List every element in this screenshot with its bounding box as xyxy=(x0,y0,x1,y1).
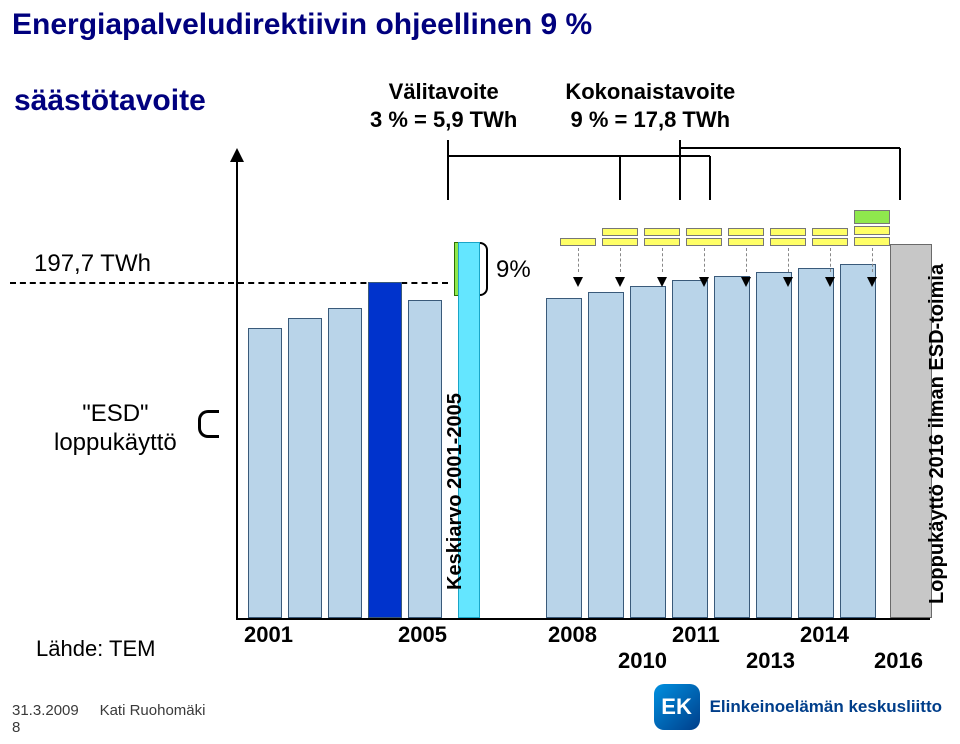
projection-bar xyxy=(798,268,834,618)
footer: 31.3.2009 Kati Ruohomäki 8 xyxy=(12,702,205,736)
savings-yellow-box xyxy=(812,228,848,236)
savings-stack-col xyxy=(602,228,638,287)
savings-stack-col xyxy=(644,228,680,287)
arrow-down-icon xyxy=(699,277,709,287)
savings-stack-col xyxy=(812,228,848,287)
history-bar xyxy=(408,300,442,618)
savings-yellow-box xyxy=(686,238,722,246)
goal1-line1: Välitavoite xyxy=(370,78,517,106)
xlabel-2001: 2001 xyxy=(244,622,293,648)
savings-yellow-box xyxy=(602,238,638,246)
savings-stack-col xyxy=(854,210,890,287)
goal-intermediate: Välitavoite 3 % = 5,9 TWh xyxy=(370,78,517,133)
history-bar xyxy=(328,308,362,618)
xlabel-2010: 2010 xyxy=(618,648,667,674)
reference-value-label: 197,7 TWh xyxy=(32,250,153,278)
savings-dashline xyxy=(620,248,621,272)
projection-bar xyxy=(840,264,876,618)
logo: EK Elinkeinoelämän keskusliitto xyxy=(654,684,942,730)
projection-bar xyxy=(672,280,708,618)
projection-bar xyxy=(714,276,750,618)
savings-yellow-box xyxy=(770,238,806,246)
history-bar xyxy=(288,318,322,618)
projection-bar xyxy=(588,292,624,618)
savings-yellow-box xyxy=(770,228,806,236)
savings-dashline xyxy=(746,248,747,272)
savings-yellow-box xyxy=(854,237,890,246)
arrow-down-icon xyxy=(825,277,835,287)
savings-dashline xyxy=(662,248,663,272)
savings-yellow-box xyxy=(728,238,764,246)
projection-bar xyxy=(756,272,792,618)
savings-yellow-box xyxy=(728,228,764,236)
logo-text: Elinkeinoelämän keskusliitto xyxy=(710,697,942,717)
logo-mark-icon: EK xyxy=(654,684,700,730)
chart-area: 197,7 TWh "ESD" loppukäyttö 9% Keskiarvo… xyxy=(0,150,960,620)
xlabel-2008: 2008 xyxy=(548,622,597,648)
projection-bar xyxy=(630,286,666,618)
xlabel-2011: 2011 xyxy=(672,622,720,648)
x-axis xyxy=(236,618,930,620)
goal2-line1: Kokonaistavoite xyxy=(565,78,735,106)
savings-green-box xyxy=(854,210,890,224)
esd-label-line1: "ESD" xyxy=(54,400,177,429)
savings-yellow-box xyxy=(686,228,722,236)
footer-date: 31.3.2009 xyxy=(12,702,79,719)
arrow-down-icon xyxy=(867,277,877,287)
xlabel-2005: 2005 xyxy=(398,622,447,648)
goal1-line2: 3 % = 5,9 TWh xyxy=(370,106,517,134)
footer-page: 8 xyxy=(12,719,20,736)
savings-dashline xyxy=(704,248,705,272)
goal2-line2: 9 % = 17,8 TWh xyxy=(565,106,735,134)
savings-stack-col xyxy=(770,228,806,287)
savings-yellow-box xyxy=(602,228,638,236)
savings-yellow-box xyxy=(854,226,890,235)
esd-brace-icon xyxy=(198,410,234,438)
arrow-down-icon xyxy=(783,277,793,287)
savings-stack-row xyxy=(560,210,890,287)
esd-label: "ESD" loppukäyttö xyxy=(54,400,177,458)
final-bar-vertical-label: Loppukäyttö 2016 ilman ESD-toimia xyxy=(926,264,949,604)
history-bar xyxy=(248,328,282,618)
savings-stack-col xyxy=(728,228,764,287)
page-title: Energiapalveludirektiivin ohjeellinen 9 … xyxy=(12,8,592,43)
goal-labels: Välitavoite 3 % = 5,9 TWh Kokonaistavoit… xyxy=(370,78,735,133)
savings-dashline xyxy=(578,248,579,272)
savings-yellow-box xyxy=(560,238,596,246)
page-subtitle: säästötavoite xyxy=(14,84,206,118)
history-bar xyxy=(368,282,402,618)
arrow-down-icon xyxy=(573,277,583,287)
xlabel-2016: 2016 xyxy=(874,648,923,674)
y-axis xyxy=(236,150,238,620)
savings-dashline xyxy=(788,248,789,272)
savings-dashline xyxy=(830,248,831,272)
savings-stack-col xyxy=(560,238,596,287)
source-label: Lähde: TEM xyxy=(36,636,155,662)
xlabel-2014: 2014 xyxy=(800,622,849,648)
savings-yellow-box xyxy=(644,228,680,236)
arrow-down-icon xyxy=(657,277,667,287)
goal-total: Kokonaistavoite 9 % = 17,8 TWh xyxy=(565,78,735,133)
xlabel-2013: 2013 xyxy=(746,648,795,674)
savings-yellow-box xyxy=(812,238,848,246)
x-axis-labels: 2001 2005 2008 2010 2011 2013 2014 2016 xyxy=(248,622,948,682)
savings-stack-col xyxy=(686,228,722,287)
arrow-down-icon xyxy=(741,277,751,287)
reference-line-left xyxy=(10,282,234,284)
projection-bar xyxy=(546,298,582,618)
esd-label-line2: loppukäyttö xyxy=(54,429,177,458)
footer-author: Kati Ruohomäki xyxy=(100,702,206,719)
savings-yellow-box xyxy=(644,238,680,246)
arrow-down-icon xyxy=(615,277,625,287)
savings-dashline xyxy=(872,248,873,272)
avg-bar-vertical-label: Keskiarvo 2001-2005 xyxy=(444,393,467,590)
